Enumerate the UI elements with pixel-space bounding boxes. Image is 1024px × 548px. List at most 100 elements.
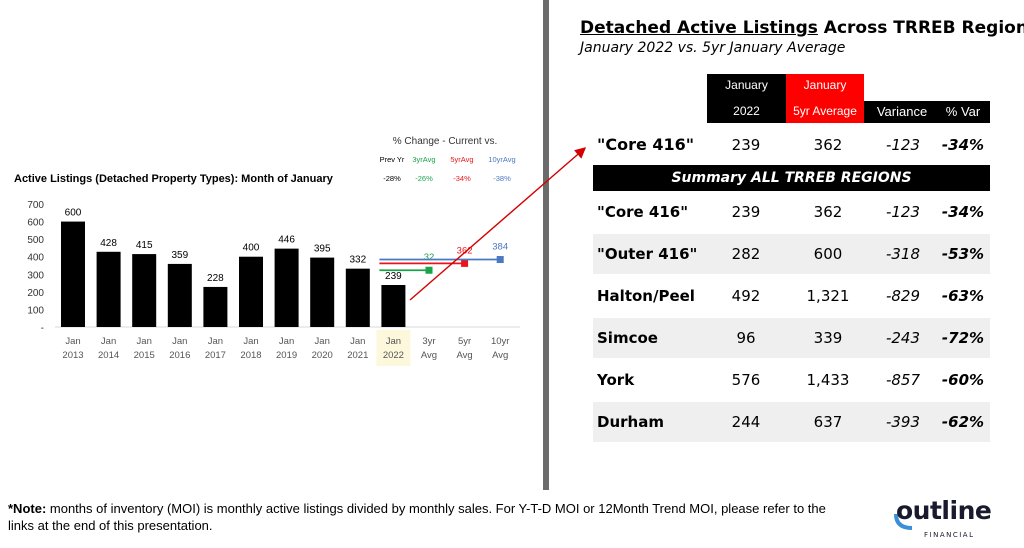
pct-header: 10yrAvg	[488, 155, 515, 164]
bar-value-label: 400	[243, 243, 260, 254]
x-tick-label: 2016	[169, 350, 190, 361]
region-label: "Core 416"	[597, 135, 695, 154]
cell-region: "Core 416"	[597, 203, 689, 221]
pct-header: 3yrAvg	[412, 155, 435, 164]
cell-region: Halton/Peel	[597, 287, 695, 305]
bar-value-label: 600	[65, 208, 82, 219]
pct-value: -34%	[453, 174, 471, 183]
regions-subtitle: January 2022 vs. 5yr January Average	[580, 40, 846, 56]
h-pct: % Var	[945, 104, 981, 119]
title-rest: Across TRREB Regions	[817, 18, 1024, 38]
x-tick-label: Jan	[208, 336, 223, 347]
highlight-jan-2022	[376, 330, 411, 366]
cell-pct: -72%	[941, 329, 985, 347]
x-tick-label: Jan	[137, 336, 152, 347]
cell-variance: -829	[885, 287, 921, 305]
x-tick-label: 2021	[347, 350, 368, 361]
logo-subtext: FINANCIAL	[924, 531, 975, 539]
x-tick-label: 2019	[276, 350, 297, 361]
bar-value-label: 415	[136, 240, 153, 251]
avg-label: 384	[492, 242, 508, 253]
x-tick-label: 2022	[383, 350, 404, 361]
avg-marker-5yrAvg	[461, 259, 469, 267]
x-tick-label: Jan	[65, 336, 80, 347]
h-jan-bottom: 2022	[733, 104, 760, 118]
bar-Jan-2017	[203, 286, 228, 327]
cell-variance: -857	[885, 371, 921, 389]
avg-label: 32	[424, 252, 435, 263]
bar-value-label: 446	[278, 235, 295, 246]
pct-change-title: % Change - Current vs.	[393, 136, 498, 147]
cell-y2022: 576	[731, 371, 761, 389]
header-jan-2022: January 2022	[707, 74, 786, 123]
region-row: Halton/Peel 492 1,321 -829 -63%	[593, 276, 990, 316]
bar-Jan-2014	[96, 251, 121, 327]
bar-value-label: 395	[314, 244, 331, 255]
value-5yr-avg: 362	[813, 136, 843, 154]
region-row: Durham 244 637 -393 -62%	[593, 402, 990, 442]
avg-label: 362	[457, 245, 473, 256]
cell-variance: -243	[885, 329, 921, 347]
cell-y2022: 282	[731, 245, 761, 263]
summary-banner: Summary ALL TRREB REGIONS	[593, 165, 990, 191]
x-tick-label: 5yr	[458, 336, 471, 347]
y-tick-label: 500	[27, 235, 44, 246]
value-2022: 239	[731, 136, 761, 154]
x-tick-label: Avg	[456, 350, 472, 361]
x-tick-label: Avg	[421, 350, 437, 361]
region-row: "Core 416" 239 362 -123 -34%	[593, 192, 990, 232]
pct-header: Prev Yr	[380, 155, 405, 164]
bar-value-label: 239	[385, 271, 402, 282]
y-tick-label: 100	[27, 305, 44, 316]
cell-pct: -62%	[941, 413, 985, 431]
pct-value: -38%	[493, 174, 511, 183]
region-row: Simcoe 96 339 -243 -72%	[593, 318, 990, 358]
cell-pct: -34%	[941, 203, 985, 221]
bar-value-label: 428	[100, 238, 117, 249]
cell-region: Durham	[597, 413, 664, 431]
x-tick-label: 3yr	[422, 336, 435, 347]
x-tick-label: 10yr	[491, 336, 509, 347]
x-tick-label: Jan	[279, 336, 294, 347]
cell-y2022: 244	[731, 413, 761, 431]
title-underlined: Detached Active Listings	[580, 18, 818, 38]
bar-Jan-2016	[167, 263, 192, 327]
cell-y2022: 239	[731, 203, 761, 221]
x-tick-label: 2020	[312, 350, 333, 361]
cell-pct: -60%	[941, 371, 985, 389]
cell-variance: -318	[885, 245, 921, 263]
bar-Jan-2013	[61, 221, 85, 327]
x-tick-label: 2017	[205, 350, 226, 361]
x-tick-label: Jan	[315, 336, 330, 347]
header-variance-pct: Variance % Var	[864, 101, 990, 123]
x-tick-label: 2014	[98, 350, 119, 361]
bar-Jan-2015	[132, 254, 157, 327]
bar-Jan-2018	[239, 256, 263, 327]
region-row: York 576 1,433 -857 -60%	[593, 360, 990, 400]
cell-region: "Outer 416"	[597, 245, 698, 263]
value-variance: -123	[885, 136, 921, 154]
vertical-divider	[543, 0, 549, 490]
y-tick-label: 600	[27, 218, 44, 229]
x-tick-label: Jan	[243, 336, 258, 347]
y-tick-label: 700	[27, 200, 44, 211]
bar-value-label: 359	[171, 250, 188, 261]
avg-marker-10yrAvg	[496, 256, 504, 264]
x-tick-label: Avg	[492, 350, 508, 361]
outline-financial-logo: outline FINANCIAL	[890, 498, 1015, 544]
note-text: months of inventory (MOI) is monthly act…	[8, 501, 826, 533]
cell-avg: 637	[813, 413, 843, 431]
chart-title: Active Listings (Detached Property Types…	[14, 173, 334, 185]
cell-avg: 339	[813, 329, 843, 347]
cell-y2022: 492	[731, 287, 761, 305]
pct-value: -26%	[415, 174, 433, 183]
cell-pct: -63%	[941, 287, 985, 305]
h-jan-top: January	[725, 78, 768, 92]
pct-header: 5yrAvg	[450, 155, 473, 164]
active-listings-chart: Active Listings (Detached Property Types…	[14, 136, 520, 366]
cell-pct: -53%	[941, 245, 985, 263]
logo-swoosh-icon	[894, 513, 913, 530]
x-tick-label: 2018	[240, 350, 261, 361]
regions-title: Detached Active Listings Across TRREB Re…	[580, 18, 1024, 38]
bar-Jan-2021	[345, 268, 370, 327]
